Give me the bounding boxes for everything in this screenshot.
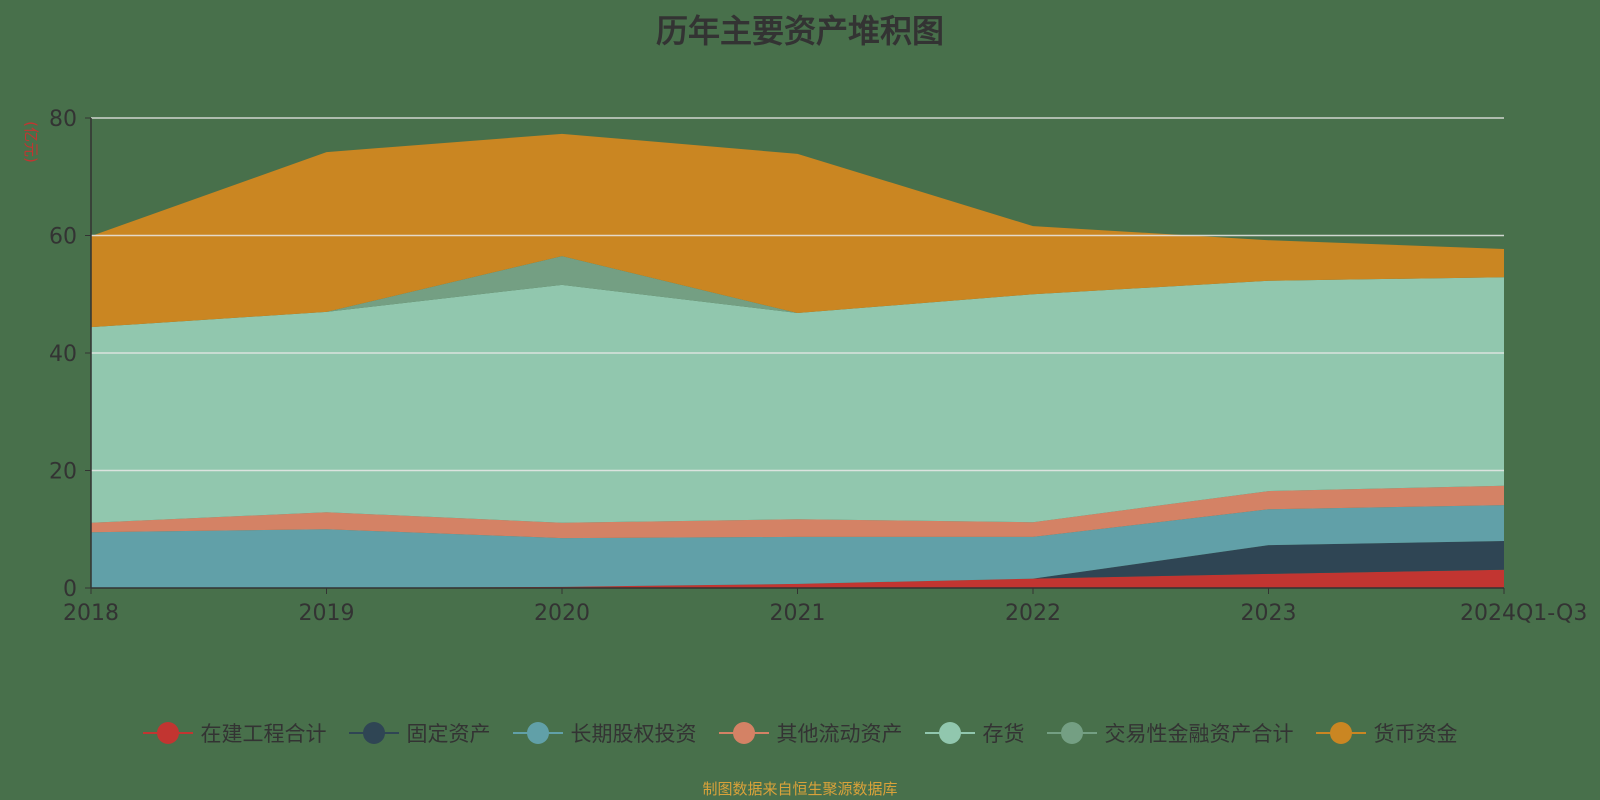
x-tick-label: 2019 bbox=[299, 601, 355, 626]
legend-marker-icon bbox=[1046, 722, 1097, 744]
legend-label: 在建工程合计 bbox=[200, 722, 327, 746]
chart-title: 历年主要资产堆积图 bbox=[655, 12, 944, 50]
legend-marker-icon bbox=[1315, 722, 1366, 744]
legend-label: 固定资产 bbox=[406, 722, 491, 746]
x-tick-label: 2024Q1-Q3 bbox=[1460, 601, 1587, 626]
legend-label: 长期股权投资 bbox=[570, 722, 697, 746]
area-series-1 bbox=[91, 541, 1504, 588]
y-tick-label: 0 bbox=[63, 577, 77, 602]
legend-item[interactable]: 在建工程合计 bbox=[142, 718, 327, 748]
legend-item[interactable]: 交易性金融资产合计 bbox=[1046, 718, 1294, 748]
x-tick-label: 2021 bbox=[770, 601, 826, 626]
legend-label: 其他流动资产 bbox=[776, 722, 903, 746]
area-series-0 bbox=[91, 569, 1504, 588]
stacked-area-chart: 0 20 40 60 80 2018 2019 2020 2021 2022 2023 2024Q1-… bbox=[22, 107, 1587, 626]
legend-marker-icon bbox=[142, 722, 193, 744]
area-series-4 bbox=[91, 277, 1504, 523]
x-tick-label: 2022 bbox=[1005, 601, 1061, 626]
legend-marker-icon bbox=[348, 722, 399, 744]
legend: 在建工程合计 固定资产 长期股权投资 其他流动资产 存货 交易性金融资产合计 货币资金 bbox=[0, 718, 1600, 748]
x-tick-label: 2020 bbox=[534, 601, 590, 626]
legend-item[interactable]: 存货 bbox=[924, 718, 1025, 748]
area-series-2 bbox=[91, 505, 1504, 588]
data-source-note: 制图数据来自恒生聚源数据库 bbox=[702, 780, 898, 798]
legend-marker-icon bbox=[924, 722, 975, 744]
y-tick-label: 60 bbox=[49, 225, 77, 250]
legend-label: 交易性金融资产合计 bbox=[1104, 722, 1294, 746]
legend-label: 货币资金 bbox=[1373, 722, 1458, 746]
y-tick-label: 40 bbox=[49, 342, 77, 367]
y-tick-label: 80 bbox=[49, 107, 77, 132]
x-tick-label: 2018 bbox=[63, 601, 119, 626]
x-tick-label: 2023 bbox=[1241, 601, 1297, 626]
legend-marker-icon bbox=[718, 722, 769, 744]
legend-marker-icon bbox=[512, 722, 563, 744]
area-series-6 bbox=[91, 133, 1504, 328]
area-series-3 bbox=[91, 485, 1504, 539]
y-axis-label: (亿元) bbox=[22, 121, 40, 163]
legend-label: 存货 bbox=[982, 722, 1025, 746]
legend-item[interactable]: 固定资产 bbox=[348, 718, 491, 748]
legend-item[interactable]: 长期股权投资 bbox=[512, 718, 697, 748]
y-tick-label: 20 bbox=[49, 460, 77, 485]
legend-item[interactable]: 货币资金 bbox=[1315, 718, 1458, 748]
legend-item[interactable]: 其他流动资产 bbox=[718, 718, 903, 748]
